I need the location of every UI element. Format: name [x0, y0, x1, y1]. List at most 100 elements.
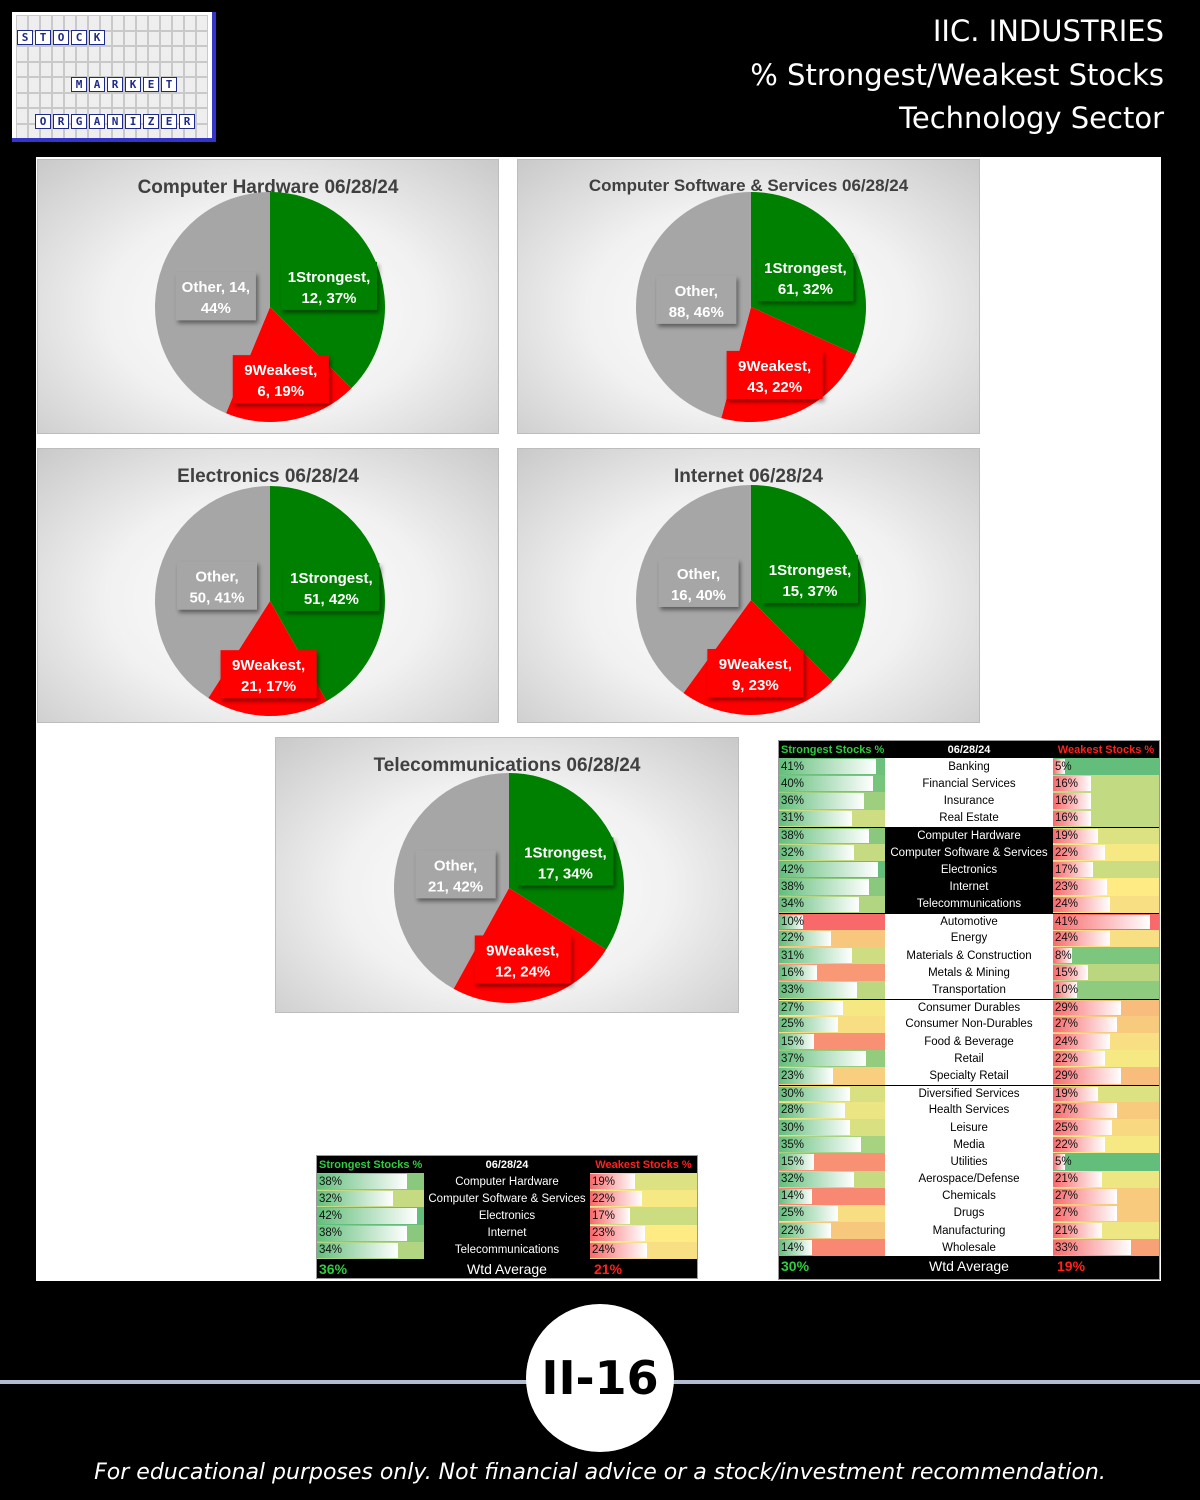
logo-letter: M	[71, 77, 87, 92]
pie-label-strongest: 1Strongest, 15, 37%	[761, 554, 858, 603]
strongest-bar	[779, 1205, 838, 1222]
industry-name: Computer Software & Services	[424, 1190, 590, 1208]
logo-cell	[64, 61, 76, 77]
table-row: 38% Internet 23%	[779, 878, 1159, 896]
weakest-bar	[1053, 1188, 1117, 1204]
strongest-cell: 30%	[779, 1118, 885, 1137]
industry-name: Specialty Retail	[885, 1067, 1053, 1085]
logo-cell	[196, 61, 208, 77]
weakest-bar	[1053, 828, 1098, 843]
header-weakest: Weakest Stocks %	[1057, 743, 1155, 756]
strongest-cell: 32%	[779, 1170, 885, 1188]
logo-cell	[160, 61, 172, 77]
weakest-value: 23%	[592, 1227, 616, 1240]
weakest-cell: 29%	[1053, 1067, 1159, 1085]
pie-label-other: Other, 88, 46%	[656, 275, 737, 324]
weakest-cell: 17%	[1053, 861, 1159, 879]
strongest-bar	[779, 810, 853, 826]
industry-name: Telecommunications	[424, 1241, 590, 1259]
industry-name: Media	[885, 1136, 1053, 1154]
logo-letter: N	[107, 114, 123, 129]
strongest-value: 33%	[781, 984, 805, 997]
pie-label-line-1: 1Strongest,	[290, 570, 373, 587]
weakest-cell: 27%	[1053, 1204, 1159, 1223]
strongest-bar	[779, 1240, 812, 1256]
industry-name: Consumer Durables	[885, 999, 1053, 1016]
logo-cell	[112, 46, 124, 62]
pie-label-line-2: 12, 24%	[495, 963, 550, 980]
header-strongest: Strongest Stocks %	[319, 1158, 423, 1171]
pie-label-line-2: 17, 34%	[538, 865, 593, 882]
pie-label-other: Other, 50, 41%	[176, 561, 257, 610]
strongest-cell: 27%	[779, 999, 885, 1016]
pie-label-line-1: Other,	[434, 857, 477, 874]
weakest-value: 16%	[1055, 794, 1079, 807]
logo-letter: O	[35, 114, 51, 129]
strongest-cell: 22%	[779, 1222, 885, 1240]
strongest-bar	[779, 1016, 838, 1032]
strongest-value: 34%	[319, 1244, 343, 1257]
strongest-value: 28%	[781, 1104, 805, 1117]
content-panel: Computer Hardware 06/28/24 1Strongest, 12,…	[36, 157, 1161, 1281]
logo-letter: C	[71, 30, 87, 45]
strongest-bar	[779, 948, 853, 964]
logo-cell	[52, 92, 64, 108]
logo-cell	[28, 61, 40, 77]
logo-cell	[172, 30, 184, 46]
weakest-value: 5%	[1055, 1155, 1072, 1168]
industry-name: Insurance	[885, 792, 1053, 810]
weakest-cell: 24%	[590, 1241, 697, 1259]
table-row: 33% Transportation 10%	[779, 981, 1159, 999]
strongest-value: 25%	[781, 1018, 805, 1031]
weakest-cell: 25%	[1053, 1118, 1159, 1137]
pie-label-line-1: 1Strongest,	[764, 260, 847, 277]
industry-name: Electronics	[424, 1207, 590, 1225]
logo-cell	[76, 15, 88, 31]
logo-cell	[124, 92, 136, 108]
strongest-cell: 38%	[317, 1224, 424, 1242]
weakest-bar	[1053, 1119, 1112, 1136]
pie-label-line-2: 21, 42%	[428, 878, 483, 895]
logo-cell	[148, 15, 160, 31]
logo-cell	[184, 15, 196, 31]
weakest-bar	[590, 1191, 643, 1207]
weakest-bar	[590, 1242, 648, 1258]
logo-cell	[100, 15, 112, 31]
logo-cell	[52, 77, 64, 93]
logo-cell	[40, 77, 52, 93]
weakest-cell: 24%	[1053, 895, 1159, 913]
strongest-value: 22%	[781, 1224, 805, 1237]
strongest-bar	[779, 844, 855, 861]
logo-cell	[184, 61, 196, 77]
strongest-cell: 42%	[779, 861, 885, 879]
title-line-3: Technology Sector	[899, 101, 1164, 135]
pie-label-line-1: 1Strongest,	[524, 844, 607, 861]
weakest-cell: 29%	[1053, 999, 1159, 1016]
strongest-value: 30%	[781, 1121, 805, 1134]
strongest-bar	[317, 1191, 394, 1207]
table-row: 38% Computer Hardware 19%	[779, 826, 1159, 844]
strongest-bar	[317, 1225, 408, 1241]
pie-label-line-2: 44%	[201, 300, 231, 317]
table-row: 41% Banking 5%	[779, 758, 1159, 776]
strongest-cell: 32%	[317, 1190, 424, 1208]
page-title: IIC. INDUSTRIES % Strongest/Weakest Stoc…	[750, 10, 1164, 141]
weakest-cell: 41%	[1053, 913, 1159, 930]
weakest-value: 27%	[1055, 1104, 1079, 1117]
weakest-cell: 19%	[1053, 827, 1159, 844]
industry-name: Real Estate	[885, 809, 1053, 827]
weakest-value: 24%	[1055, 898, 1079, 911]
technology-strength-table: Strongest Stocks % 06/28/24 Weakest Stocks…	[316, 1155, 698, 1279]
weakest-value: 23%	[1055, 880, 1079, 893]
logo-letter: R	[53, 114, 69, 129]
logo-letter: K	[125, 77, 141, 92]
logo-cell	[112, 61, 124, 77]
strongest-bar	[779, 776, 874, 792]
logo-cell	[112, 30, 124, 46]
weakest-cell: 8%	[1053, 947, 1159, 965]
industry-name: Manufacturing	[885, 1222, 1053, 1240]
strongest-bar	[779, 879, 869, 895]
weakest-value: 19%	[1055, 1087, 1079, 1100]
